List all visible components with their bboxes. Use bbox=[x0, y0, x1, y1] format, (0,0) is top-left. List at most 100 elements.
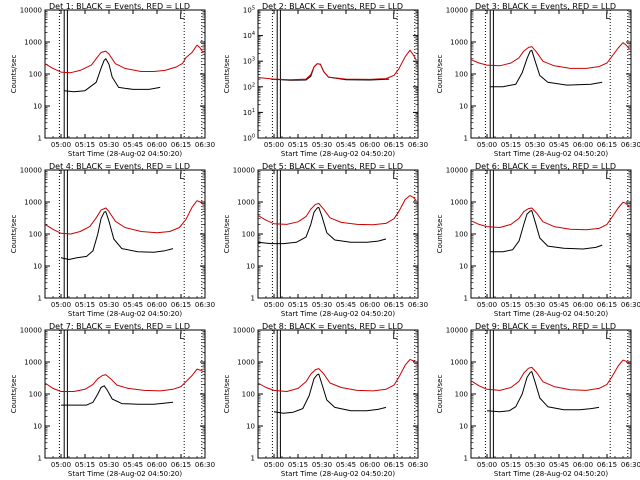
series-line-events bbox=[64, 58, 161, 93]
panel-title: Det 5: BLACK = Events, RED = LLD bbox=[262, 162, 403, 171]
x-axis-label: Start Time (28-Aug-02 04:50:20) bbox=[494, 150, 608, 158]
y-tick-label: 10000 bbox=[233, 167, 255, 175]
x-tick-label: 06:15 bbox=[384, 461, 404, 469]
x-tick-label: 05:30 bbox=[312, 301, 332, 309]
y-axis-label: Counts/sec bbox=[436, 375, 444, 414]
panel-det-5: Det 5: BLACK = Events, RED = LLD 1 10 100 10… bbox=[223, 162, 428, 318]
y-tick-label: 10 bbox=[33, 263, 42, 271]
x-tick-label: 06:15 bbox=[171, 461, 191, 469]
y-tick-label: 1 bbox=[38, 295, 42, 303]
corner-label: L bbox=[605, 12, 610, 22]
plot-frame bbox=[257, 329, 419, 459]
y-tick-label: 1000 bbox=[24, 199, 42, 207]
panel-det-4: Det 4: BLACK = Events, RED = LLD 1 10 100 10… bbox=[10, 162, 215, 318]
y-tick-label: 1 bbox=[251, 295, 255, 303]
panel-title: Det 3: BLACK = Events, RED = LLD bbox=[475, 2, 616, 11]
x-tick-label: 05:00 bbox=[51, 301, 71, 309]
x-tick-label: 06:30 bbox=[621, 461, 640, 469]
x-tick-label: 05:30 bbox=[99, 301, 119, 309]
x-tick-label: 06:30 bbox=[408, 301, 428, 309]
series-line-lld bbox=[257, 359, 417, 392]
x-tick-label: 06:30 bbox=[195, 301, 215, 309]
y-tick-label: 1000 bbox=[24, 39, 42, 47]
y-tick-label: 105 bbox=[243, 6, 255, 15]
x-tick-label: 05:45 bbox=[549, 461, 569, 469]
series-line-events bbox=[490, 49, 603, 88]
y-tick-label: 10 bbox=[33, 423, 42, 431]
y-axis-label: Counts/sec bbox=[10, 375, 18, 414]
x-tick-label: 06:15 bbox=[384, 301, 404, 309]
x-axis-label: Start Time (28-Aug-02 04:50:20) bbox=[68, 470, 182, 478]
y-tick-label: 101 bbox=[243, 108, 255, 117]
x-axis-label: Start Time (28-Aug-02 04:50:20) bbox=[281, 470, 395, 478]
x-tick-label: 05:30 bbox=[99, 141, 119, 149]
x-axis-label: Start Time (28-Aug-02 04:50:20) bbox=[68, 310, 182, 318]
x-tick-label: 06:00 bbox=[573, 301, 593, 309]
y-tick-label: 100 bbox=[455, 71, 468, 79]
x-tick-label: 05:30 bbox=[525, 301, 545, 309]
plot-frame bbox=[44, 329, 206, 459]
x-tick-label: 06:00 bbox=[360, 141, 380, 149]
y-tick-label: 1 bbox=[38, 455, 42, 463]
x-tick-label: 06:15 bbox=[597, 141, 617, 149]
x-tick-label: 06:30 bbox=[195, 141, 215, 149]
x-tick-label: 06:00 bbox=[573, 461, 593, 469]
x-tick-label: 06:30 bbox=[408, 461, 428, 469]
y-tick-label: 100 bbox=[455, 231, 468, 239]
x-tick-label: 06:15 bbox=[171, 141, 191, 149]
x-tick-label: 05:15 bbox=[75, 461, 95, 469]
y-axis-label: Counts/sec bbox=[223, 375, 231, 414]
series-line-events bbox=[273, 373, 387, 414]
y-axis-label: Counts/sec bbox=[436, 215, 444, 254]
corner-label: L bbox=[392, 332, 397, 342]
series-line-lld bbox=[257, 49, 417, 81]
series-line-lld bbox=[44, 368, 204, 392]
x-tick-label: 06:15 bbox=[171, 301, 191, 309]
panel-det-3: Det 3: BLACK = Events, RED = LLD 1 10 100 10… bbox=[436, 2, 640, 158]
x-tick-label: 05:00 bbox=[264, 461, 284, 469]
plot-frame bbox=[470, 169, 632, 299]
plot-frame bbox=[470, 9, 632, 139]
x-tick-label: 05:30 bbox=[312, 141, 332, 149]
x-tick-label: 05:30 bbox=[312, 461, 332, 469]
y-tick-label: 1000 bbox=[237, 359, 255, 367]
panel-title: Det 1: BLACK = Events, RED = LLD bbox=[49, 2, 190, 11]
y-tick-label: 1 bbox=[464, 455, 468, 463]
panel-det-1: Det 1: BLACK = Events, RED = LLD 1 10 100 10… bbox=[10, 2, 215, 158]
y-tick-label: 100 bbox=[29, 71, 42, 79]
y-tick-label: 100 bbox=[29, 231, 42, 239]
panel-det-7: Det 7: BLACK = Events, RED = LLD 1 10 100 10… bbox=[10, 322, 215, 478]
series-line-lld bbox=[257, 195, 417, 226]
y-tick-label: 10000 bbox=[20, 7, 42, 15]
corner-label: L bbox=[392, 172, 397, 182]
series-line-events bbox=[270, 63, 390, 81]
y-tick-label: 10000 bbox=[20, 167, 42, 175]
x-tick-label: 05:00 bbox=[477, 461, 497, 469]
series-line-lld bbox=[470, 359, 630, 391]
panel-det-9: Det 9: BLACK = Events, RED = LLD 1 10 100 10… bbox=[436, 322, 640, 478]
x-tick-label: 05:15 bbox=[75, 301, 95, 309]
series-line-events bbox=[486, 371, 600, 413]
x-tick-label: 06:30 bbox=[408, 141, 428, 149]
x-tick-label: 05:45 bbox=[123, 141, 143, 149]
y-tick-label: 10 bbox=[459, 263, 468, 271]
y-axis-label: Counts/sec bbox=[223, 55, 231, 94]
y-tick-label: 10 bbox=[459, 423, 468, 431]
y-tick-label: 1000 bbox=[237, 199, 255, 207]
x-tick-label: 05:45 bbox=[549, 301, 569, 309]
plot-frame bbox=[44, 9, 206, 139]
x-tick-label: 05:30 bbox=[525, 141, 545, 149]
x-tick-label: 05:00 bbox=[51, 141, 71, 149]
x-tick-label: 05:15 bbox=[75, 141, 95, 149]
x-tick-label: 05:15 bbox=[288, 461, 308, 469]
y-tick-label: 1000 bbox=[24, 359, 42, 367]
panel-title: Det 7: BLACK = Events, RED = LLD bbox=[49, 322, 190, 331]
y-tick-label: 10000 bbox=[233, 327, 255, 335]
series-line-events bbox=[60, 211, 174, 260]
series-line-events bbox=[61, 385, 174, 406]
plot-frame bbox=[257, 169, 419, 299]
y-tick-label: 100 bbox=[455, 391, 468, 399]
x-tick-label: 05:30 bbox=[525, 461, 545, 469]
corner-label: L bbox=[179, 332, 184, 342]
